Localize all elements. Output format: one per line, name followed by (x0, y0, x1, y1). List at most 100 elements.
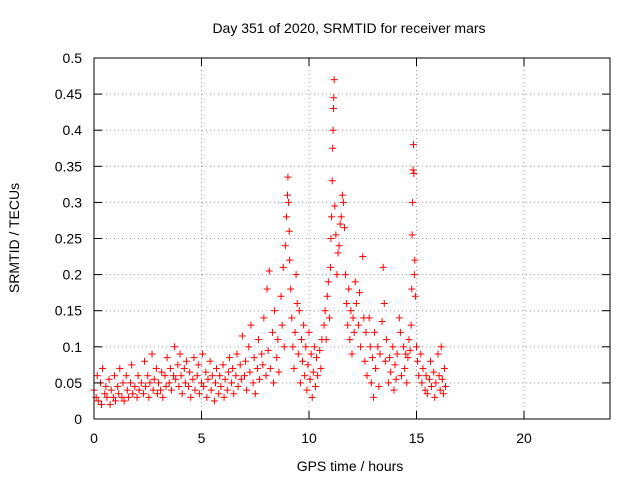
data-point (337, 213, 345, 221)
data-point (359, 253, 367, 261)
data-point (314, 372, 322, 380)
data-point (409, 166, 417, 174)
data-point (365, 314, 373, 322)
data-point (413, 343, 420, 351)
data-point (98, 401, 106, 409)
data-point (224, 368, 232, 376)
chart-title: Day 351 of 2020, SRMTID for receiver mar… (212, 20, 485, 36)
data-point (342, 271, 350, 279)
data-point (167, 386, 175, 394)
data-point (430, 368, 438, 376)
data-point (301, 372, 309, 380)
data-point (199, 350, 207, 358)
data-point (142, 383, 150, 391)
plot-frame (93, 57, 611, 420)
data-point (114, 383, 122, 391)
data-point (200, 383, 208, 391)
data-point (152, 364, 160, 372)
data-point (237, 375, 245, 383)
data-point (159, 393, 167, 401)
data-point (180, 364, 188, 372)
data-point (368, 354, 376, 362)
data-point (101, 390, 109, 398)
data-point (375, 383, 383, 391)
data-point (410, 271, 418, 279)
data-point (289, 343, 297, 351)
data-point (268, 328, 276, 336)
data-point (340, 224, 348, 232)
data-point (336, 220, 344, 228)
data-point (220, 393, 228, 401)
data-point (434, 350, 442, 358)
data-point (163, 354, 171, 362)
data-point (311, 383, 319, 391)
x-tick-label: 20 (516, 430, 532, 446)
data-point (133, 393, 141, 401)
data-point (431, 393, 439, 401)
y-tick-label: 0.5 (63, 50, 83, 66)
data-point (195, 390, 203, 398)
data-point (158, 368, 166, 376)
data-point (148, 350, 156, 358)
data-point (385, 379, 393, 387)
data-point (287, 285, 295, 293)
data-point (286, 256, 294, 264)
data-point (112, 397, 119, 405)
data-point (391, 361, 399, 369)
data-point (145, 393, 153, 401)
data-point (128, 361, 136, 369)
data-point (278, 321, 286, 329)
data-point (302, 343, 310, 351)
data-point (211, 379, 219, 387)
y-tick-label: 0.4 (63, 122, 83, 138)
data-point (339, 198, 347, 206)
data-point (236, 361, 244, 369)
data-point (357, 343, 365, 351)
data-point (233, 350, 241, 358)
data-point (103, 393, 111, 401)
data-point (348, 350, 356, 358)
data-point (285, 198, 293, 206)
data-point (419, 364, 427, 372)
data-point (328, 213, 336, 221)
y-tick-label: 0.2 (63, 267, 83, 283)
data-point (215, 390, 223, 398)
y-tick-label: 0.3 (63, 194, 83, 210)
data-point (356, 289, 364, 297)
data-point (282, 213, 290, 221)
y-tick-label: 0.05 (55, 375, 82, 391)
data-point (102, 383, 110, 391)
data-point (94, 397, 102, 405)
data-point (284, 191, 291, 199)
data-point (105, 375, 113, 383)
data-point (242, 357, 250, 365)
data-point (157, 386, 165, 394)
data-point (422, 372, 430, 380)
data-point (392, 375, 400, 383)
data-point (323, 292, 331, 300)
data-point (437, 343, 445, 351)
data-point (328, 177, 336, 185)
y-tick-label: 0.1 (63, 339, 83, 355)
data-point (329, 144, 337, 152)
data-point (329, 126, 337, 134)
data-point (243, 386, 251, 394)
data-point (253, 364, 261, 372)
data-point (277, 292, 285, 300)
data-point (123, 386, 131, 394)
data-point (281, 242, 289, 250)
data-point (325, 314, 333, 322)
data-point (330, 76, 338, 84)
data-point (270, 379, 278, 387)
data-point (213, 364, 221, 372)
data-point (208, 372, 216, 380)
data-point (303, 386, 311, 394)
data-point (204, 375, 212, 383)
data-point (241, 372, 248, 380)
data-point (410, 170, 418, 178)
data-point (438, 375, 446, 383)
data-point (246, 368, 254, 376)
data-point (406, 346, 414, 354)
data-point (393, 350, 401, 358)
